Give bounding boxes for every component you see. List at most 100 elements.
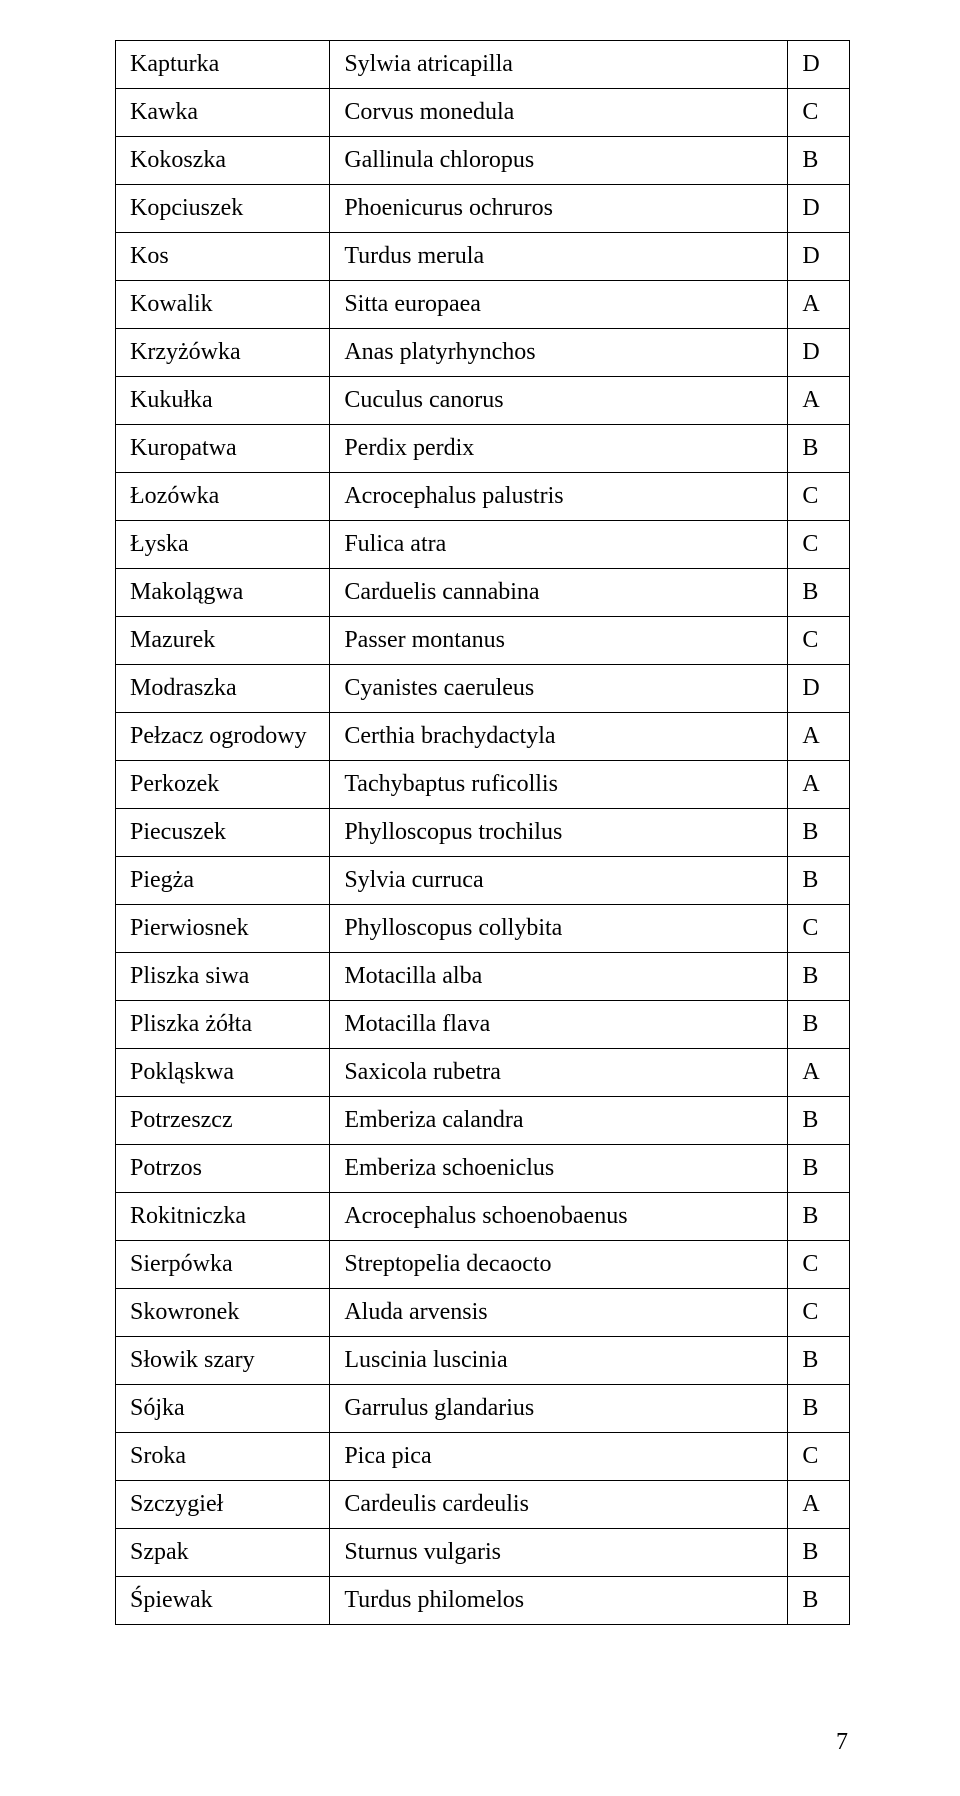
cell-common-name: Piecuszek (116, 809, 330, 857)
table-row: Pełzacz ogrodowyCerthia brachydactylaA (116, 713, 850, 761)
cell-code: D (788, 233, 850, 281)
cell-latin-name: Cuculus canorus (330, 377, 788, 425)
table-row: KokoszkaGallinula chloropusB (116, 137, 850, 185)
cell-latin-name: Emberiza schoeniclus (330, 1145, 788, 1193)
cell-common-name: Szpak (116, 1529, 330, 1577)
table-row: KowalikSitta europaeaA (116, 281, 850, 329)
cell-common-name: Piegża (116, 857, 330, 905)
table-row: PiegżaSylvia currucaB (116, 857, 850, 905)
cell-common-name: Makolągwa (116, 569, 330, 617)
cell-latin-name: Motacilla flava (330, 1001, 788, 1049)
table-row: PotrzosEmberiza schoeniclusB (116, 1145, 850, 1193)
species-table: KapturkaSylwia atricapilla D KawkaCorvus m… (115, 40, 850, 1625)
cell-latin-name: Certhia brachydactyla (330, 713, 788, 761)
cell-latin-name: Streptopelia decaocto (330, 1241, 788, 1289)
table-row: KawkaCorvus monedulaC (116, 89, 850, 137)
cell-latin-name: Sturnus vulgaris (330, 1529, 788, 1577)
cell-code: C (788, 1433, 850, 1481)
cell-latin-name: Phylloscopus collybita (330, 905, 788, 953)
cell-code: C (788, 1289, 850, 1337)
cell-common-name: Pliszka żółta (116, 1001, 330, 1049)
table-row: KrzyżówkaAnas platyrhynchosD (116, 329, 850, 377)
cell-common-name: Łyska (116, 521, 330, 569)
cell-common-name: Krzyżówka (116, 329, 330, 377)
cell-code: C (788, 617, 850, 665)
cell-latin-name: Turdus merula (330, 233, 788, 281)
cell-code: A (788, 281, 850, 329)
cell-common-name: Pokląskwa (116, 1049, 330, 1097)
cell-common-name: Kowalik (116, 281, 330, 329)
cell-code: B (788, 1385, 850, 1433)
cell-code: C (788, 521, 850, 569)
cell-code: D (788, 185, 850, 233)
cell-code: B (788, 1337, 850, 1385)
cell-code: B (788, 137, 850, 185)
cell-code: B (788, 1529, 850, 1577)
cell-common-name: Pliszka siwa (116, 953, 330, 1001)
table-row: SrokaPica picaC (116, 1433, 850, 1481)
page-number: 7 (836, 1729, 848, 1756)
cell-latin-name: Acrocephalus palustris (330, 473, 788, 521)
cell-common-name: Sójka (116, 1385, 330, 1433)
table-row: ŁozówkaAcrocephalus palustrisC (116, 473, 850, 521)
table-row: MazurekPasser montanusC (116, 617, 850, 665)
cell-code: C (788, 473, 850, 521)
cell-common-name: Szczygieł (116, 1481, 330, 1529)
cell-latin-name: Gallinula chloropus (330, 137, 788, 185)
cell-latin-name: Perdix perdix (330, 425, 788, 473)
table-row: RokitniczkaAcrocephalus schoenobaenusB (116, 1193, 850, 1241)
cell-code: B (788, 857, 850, 905)
cell-code: B (788, 1001, 850, 1049)
cell-code: C (788, 89, 850, 137)
cell-common-name: Modraszka (116, 665, 330, 713)
cell-code: B (788, 953, 850, 1001)
table-row: ŁyskaFulica atraC (116, 521, 850, 569)
cell-latin-name: Aluda arvensis (330, 1289, 788, 1337)
table-row: KuropatwaPerdix perdixB (116, 425, 850, 473)
table-row: ModraszkaCyanistes caeruleusD (116, 665, 850, 713)
table-row: SkowronekAluda arvensisC (116, 1289, 850, 1337)
cell-common-name: Mazurek (116, 617, 330, 665)
cell-common-name: Kuropatwa (116, 425, 330, 473)
cell-latin-name: Phoenicurus ochruros (330, 185, 788, 233)
cell-common-name: Łozówka (116, 473, 330, 521)
table-row: KopciuszekPhoenicurus ochrurosD (116, 185, 850, 233)
table-row: Pliszka żółtaMotacilla flavaB (116, 1001, 850, 1049)
cell-code: B (788, 1145, 850, 1193)
table-row: MakolągwaCarduelis cannabinaB (116, 569, 850, 617)
cell-code: C (788, 905, 850, 953)
table-row: PerkozekTachybaptus ruficollisA (116, 761, 850, 809)
cell-common-name: Skowronek (116, 1289, 330, 1337)
cell-latin-name: Passer montanus (330, 617, 788, 665)
document-page: KapturkaSylwia atricapilla D KawkaCorvus m… (0, 0, 960, 1796)
cell-code: D (788, 665, 850, 713)
cell-latin-name: Saxicola rubetra (330, 1049, 788, 1097)
table-row: ŚpiewakTurdus philomelosB (116, 1577, 850, 1625)
cell-latin-name: Sylwia atricapilla (330, 41, 788, 89)
table-row: SzczygiełCardeulis cardeulisA (116, 1481, 850, 1529)
cell-common-name: Kopciuszek (116, 185, 330, 233)
cell-code: B (788, 425, 850, 473)
table-row: KosTurdus merulaD (116, 233, 850, 281)
cell-common-name: Kapturka (116, 41, 330, 89)
table-row: PierwiosnekPhylloscopus collybitaC (116, 905, 850, 953)
cell-common-name: Potrzos (116, 1145, 330, 1193)
table-row: SierpówkaStreptopelia decaoctoC (116, 1241, 850, 1289)
cell-latin-name: Garrulus glandarius (330, 1385, 788, 1433)
cell-common-name: Perkozek (116, 761, 330, 809)
cell-latin-name: Acrocephalus schoenobaenus (330, 1193, 788, 1241)
cell-code: A (788, 1481, 850, 1529)
cell-latin-name: Cyanistes caeruleus (330, 665, 788, 713)
cell-latin-name: Luscinia luscinia (330, 1337, 788, 1385)
table-row: PotrzeszczEmberiza calandraB (116, 1097, 850, 1145)
cell-latin-name: Sitta europaea (330, 281, 788, 329)
cell-latin-name: Pica pica (330, 1433, 788, 1481)
cell-latin-name: Fulica atra (330, 521, 788, 569)
cell-common-name: Śpiewak (116, 1577, 330, 1625)
cell-latin-name: Sylvia curruca (330, 857, 788, 905)
cell-common-name: Sroka (116, 1433, 330, 1481)
cell-common-name: Pierwiosnek (116, 905, 330, 953)
cell-latin-name: Corvus monedula (330, 89, 788, 137)
cell-latin-name: Motacilla alba (330, 953, 788, 1001)
cell-code: A (788, 1049, 850, 1097)
